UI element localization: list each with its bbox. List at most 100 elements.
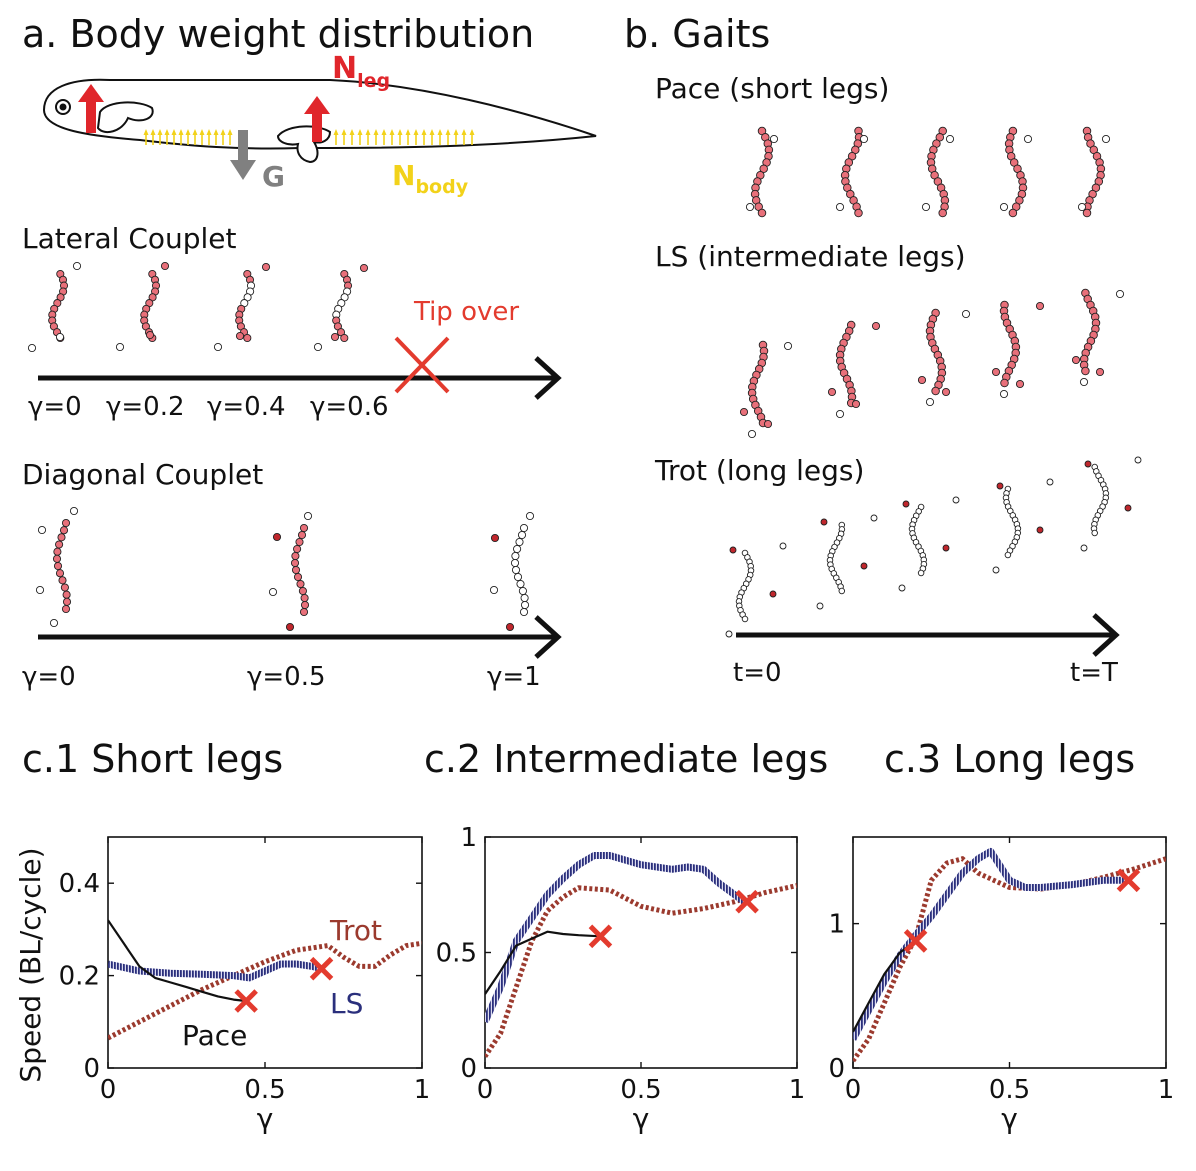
foot-marker (1036, 526, 1044, 534)
foot-marker (313, 342, 323, 352)
foot-marker (739, 407, 749, 417)
body-segment (299, 607, 309, 617)
body-segment (60, 583, 69, 592)
nbody-force-arrowhead (349, 129, 355, 135)
foot-marker (945, 134, 955, 144)
lateral-gamma-label: γ=0 (28, 392, 82, 422)
x-tick-label: 1 (1158, 1075, 1175, 1105)
tip-over-marker (234, 989, 258, 1013)
foot-marker (1015, 379, 1025, 389)
x-tick-label: 0 (845, 1075, 862, 1105)
foot-marker (1080, 544, 1088, 552)
diagonal-couplet-title: Diagonal Couplet (22, 458, 263, 491)
nbody-force-arrowhead (365, 129, 371, 135)
body-segment (340, 333, 349, 343)
body-segment (1081, 366, 1090, 376)
nbody-force-arrowhead (192, 129, 198, 135)
foot-marker (1084, 460, 1092, 468)
foot-marker (1035, 301, 1045, 311)
body-segment (295, 537, 304, 547)
body-segment (62, 597, 72, 606)
chart-title-c2: c.2 Intermediate legs (424, 737, 828, 781)
diagonal-gamma-label: γ=0.5 (247, 662, 326, 692)
nbody-force-arrowhead (333, 129, 339, 135)
body-segment (854, 208, 863, 218)
nleg-arrow-front (78, 84, 104, 133)
x-tick-label: 1 (414, 1075, 431, 1105)
series-line-trot (108, 940, 422, 1041)
foot-marker (359, 263, 369, 273)
lateral-gamma-label: γ=0.4 (207, 392, 286, 422)
foot-marker (303, 511, 313, 521)
foot-marker (55, 332, 65, 342)
foot-marker (898, 584, 906, 592)
foot-marker (160, 261, 170, 271)
diagonal-gamma-label: γ=0 (22, 662, 76, 692)
gait-figures (725, 126, 1142, 638)
gravity-label: G (262, 160, 285, 193)
time-arrow (736, 613, 1120, 657)
trot-title: Trot (long legs) (654, 454, 864, 487)
panel-c: c.1 Short legs c.2 Intermediate legs c.3… (14, 737, 1174, 1135)
lateral-gamma-label: γ=0.6 (310, 392, 389, 422)
plot-frame (107, 836, 423, 1069)
body-segment (293, 572, 303, 582)
nleg-label: Nleg (332, 51, 390, 92)
chart-3: 0 0.5 1 0 1 γ (828, 836, 1175, 1135)
x-tick-label: 0.5 (989, 1075, 1030, 1105)
body-segment (58, 576, 67, 585)
nbody-force-arrowhead (206, 129, 212, 135)
y-tick-label: 0 (460, 1054, 477, 1084)
foot-marker (145, 330, 155, 340)
body-segment (931, 386, 940, 396)
series-line-ls (485, 852, 747, 1024)
series-line-pace (485, 930, 601, 995)
body-segment (938, 208, 947, 218)
foot-marker (1079, 377, 1089, 387)
foot-marker (1071, 355, 1081, 365)
panel-a: a. Body weight distribution (22, 12, 597, 692)
foot-marker (35, 585, 45, 595)
foot-marker (783, 341, 793, 351)
foot-marker (835, 409, 845, 419)
body-segment (298, 586, 307, 596)
foot-marker (925, 397, 935, 407)
foot-marker (261, 262, 271, 272)
nbody-force-arrowhead (445, 129, 451, 135)
nbody-force-arrowhead (157, 129, 163, 135)
y-tick-label: 0.2 (59, 962, 100, 992)
foot-marker (213, 342, 223, 352)
foot-marker (235, 331, 245, 341)
foot-marker (272, 532, 282, 542)
nbody-force-arrowhead (171, 129, 177, 135)
foot-marker (859, 134, 869, 144)
nbody-force-arrowhead (164, 129, 170, 135)
y-tick-label: 0 (83, 1054, 100, 1084)
foot-marker (285, 622, 295, 632)
nbody-force-arrowhead (143, 129, 149, 135)
y-tick-label: 0 (828, 1054, 845, 1084)
nbody-force-arrowhead (405, 129, 411, 135)
foot-marker (921, 202, 931, 212)
chart-title-c3: c.3 Long legs (884, 737, 1135, 781)
nbody-force-arrowhead (220, 129, 226, 135)
series-line-trot (485, 883, 797, 1058)
foot-marker (1046, 478, 1054, 486)
body-segment (759, 164, 768, 174)
body-segment (520, 593, 529, 603)
x-axis-label: γ (257, 1102, 274, 1135)
body-segment (1000, 378, 1009, 388)
foot-marker (27, 343, 37, 353)
foot-marker (835, 202, 845, 212)
body-segment (1091, 529, 1098, 537)
series-line-ls (853, 847, 1129, 1041)
foot-marker (871, 321, 881, 331)
diagonal-timeline-arrow (38, 615, 562, 659)
body-segment (518, 586, 527, 596)
body-segment (53, 561, 63, 571)
body-segment (59, 526, 69, 535)
body-segment (55, 540, 64, 549)
foot-marker (991, 367, 1001, 377)
body-segment (520, 600, 530, 610)
